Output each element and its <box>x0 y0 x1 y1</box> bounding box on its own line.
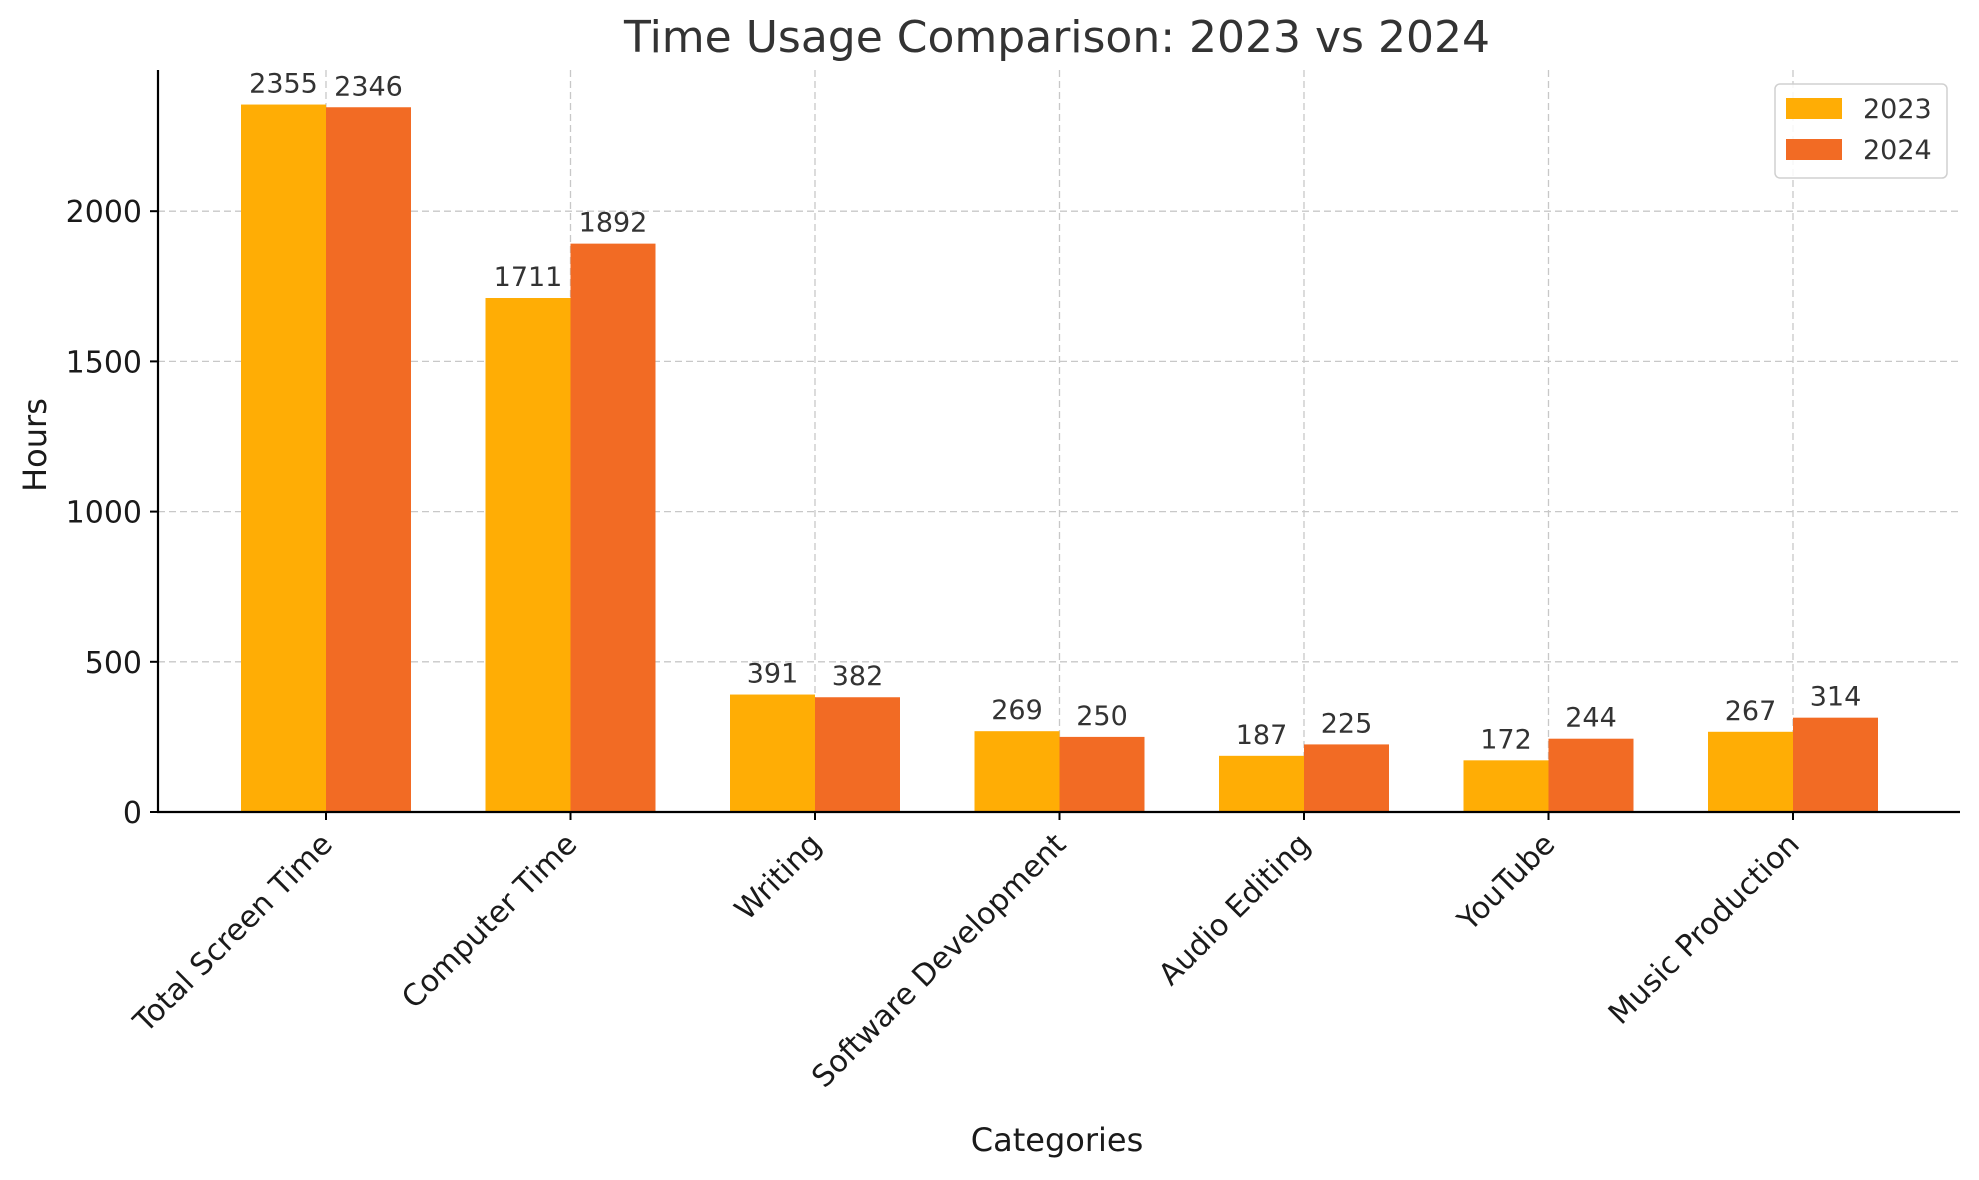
data-label: 391 <box>747 659 799 690</box>
bar-2023 <box>1708 731 1793 812</box>
y-tick-label: 1000 <box>66 496 142 531</box>
data-label: 1711 <box>494 262 563 293</box>
bar-2024 <box>1304 744 1389 812</box>
y-tick-label: 2000 <box>66 195 142 230</box>
data-label: 250 <box>1076 701 1128 732</box>
chart-title: Time Usage Comparison: 2023 vs 2024 <box>623 12 1490 63</box>
data-label: 2346 <box>334 71 403 102</box>
data-label: 2355 <box>249 69 318 100</box>
data-labels: 2355 1711 391 269 187 172 267 2346 1892 382 250 225… <box>249 69 1861 756</box>
legend-swatch <box>1786 98 1842 119</box>
data-label: 244 <box>1565 703 1617 734</box>
bar-2024 <box>1548 738 1634 812</box>
data-label: 187 <box>1236 720 1288 751</box>
bar-2023 <box>974 731 1060 812</box>
data-label: 1892 <box>579 208 648 239</box>
legend-label: 2024 <box>1863 135 1932 166</box>
x-tick-label: YouTube <box>1450 827 1562 939</box>
bar-2024 <box>815 697 900 812</box>
bar-2023 <box>241 104 326 812</box>
legend-swatch <box>1786 139 1842 160</box>
bar-2024 <box>1059 736 1145 812</box>
bar-2023 <box>1463 760 1549 812</box>
data-label: 225 <box>1321 708 1373 739</box>
x-tick-label: Computer Time <box>395 827 584 1016</box>
y-axis-label: Hours <box>16 398 54 492</box>
legend-label: 2023 <box>1863 94 1932 125</box>
data-label: 172 <box>1480 724 1532 755</box>
bar-2024 <box>326 107 411 813</box>
x-tick-label: Writing <box>728 827 829 928</box>
data-label: 382 <box>832 661 884 692</box>
x-tick-label: Software Development <box>805 827 1073 1095</box>
data-label: 267 <box>1725 696 1777 727</box>
bars <box>241 104 1878 813</box>
bar-2023 <box>1219 755 1304 812</box>
y-tick-label: 1500 <box>66 345 142 380</box>
bar-2024 <box>570 243 656 812</box>
bar-2023 <box>485 298 571 812</box>
data-label: 314 <box>1810 682 1862 713</box>
x-tick-label: Audio Editing <box>1152 827 1318 993</box>
grid <box>158 70 1960 812</box>
bar-2023 <box>730 694 815 812</box>
y-tick-label: 0 <box>123 796 142 831</box>
x-tick-label: Total Screen Time <box>126 827 339 1040</box>
y-tick-label: 500 <box>85 646 142 681</box>
x-axis-label: Categories <box>971 1121 1143 1159</box>
x-tick-label: Music Production <box>1602 827 1807 1032</box>
bar-2024 <box>1793 717 1878 812</box>
legend: 2023 2024 <box>1774 83 1948 179</box>
data-label: 269 <box>991 695 1043 726</box>
